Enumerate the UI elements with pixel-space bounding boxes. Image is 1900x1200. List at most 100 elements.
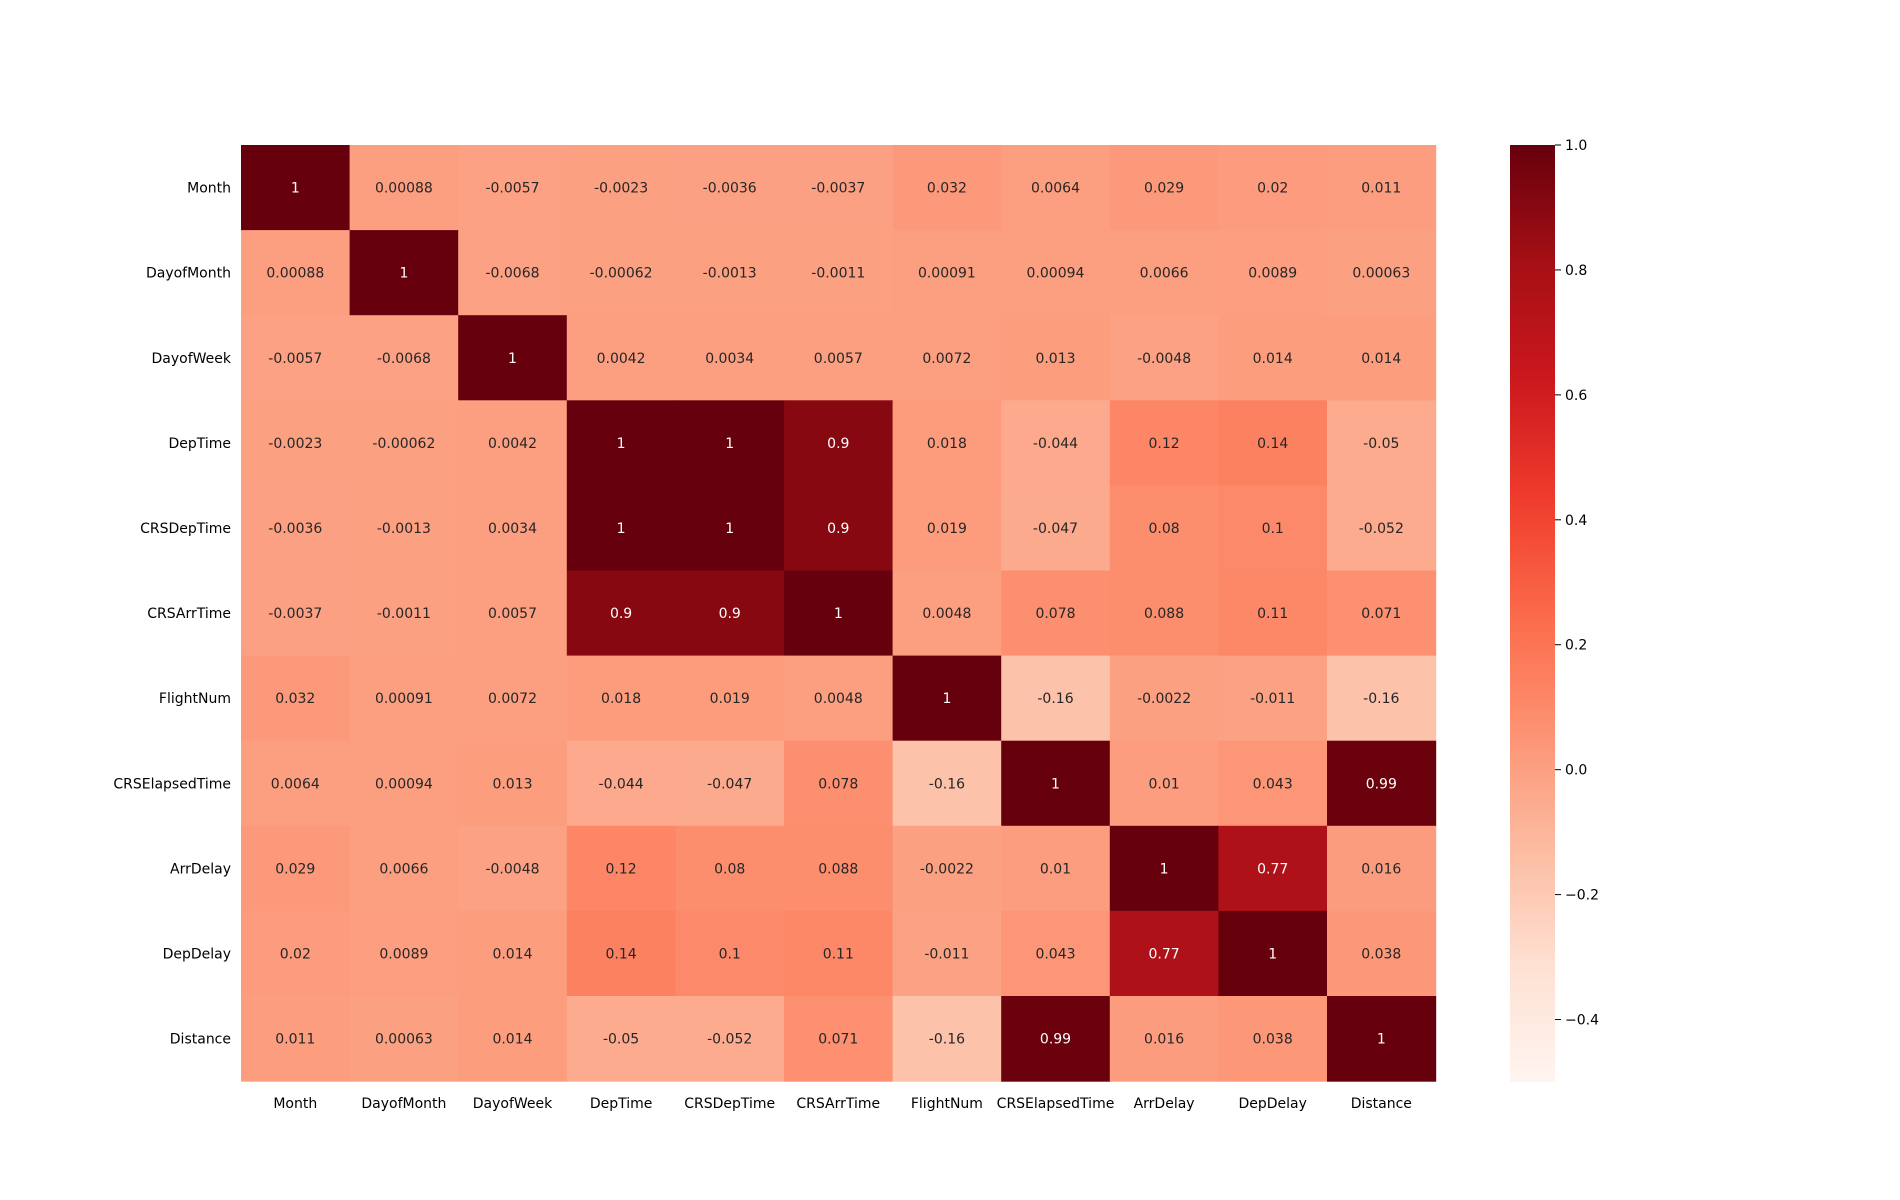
x-tick-label-DepTime: DepTime xyxy=(590,1096,653,1112)
heatmap-cell-Distance-CRSArrTime xyxy=(784,996,894,1082)
x-tick-label-CRSArrTime: CRSArrTime xyxy=(796,1096,880,1112)
heatmap-cell-FlightNum-DayofWeek xyxy=(458,655,568,742)
heatmap-cell-CRSElapsedTime-DayofWeek xyxy=(458,740,568,827)
heatmap-cell-CRSArrTime-DayofWeek xyxy=(458,570,568,657)
heatmap-cell-label: 0.032 xyxy=(275,691,315,707)
heatmap-cell-label: 0.078 xyxy=(818,776,858,792)
heatmap-cell-label: -0.0036 xyxy=(268,521,322,537)
heatmap-cell-label: -0.00062 xyxy=(372,436,435,452)
heatmap-cells xyxy=(241,145,1437,1082)
heatmap-cell-label: 0.08 xyxy=(714,861,745,877)
heatmap-cell-label: 0.02 xyxy=(280,946,311,962)
heatmap-cell-CRSDepTime-Month xyxy=(241,485,351,572)
heatmap-cell-DepDelay-DepDelay xyxy=(1218,910,1328,997)
heatmap-cell-CRSElapsedTime-ArrDelay xyxy=(1109,740,1219,827)
heatmap-cell-Distance-DayofMonth xyxy=(349,996,459,1082)
y-tick-label-ArrDelay: ArrDelay xyxy=(170,861,231,877)
heatmap-cell-CRSArrTime-Distance xyxy=(1327,570,1437,657)
heatmap-cell-label: 0.9 xyxy=(827,521,849,537)
y-tick-label-DayofWeek: DayofWeek xyxy=(152,351,232,367)
heatmap-cell-DayofMonth-DayofWeek xyxy=(458,230,568,316)
heatmap-cell-label: 0.9 xyxy=(827,436,849,452)
heatmap-cell-DayofMonth-Month xyxy=(241,230,351,316)
heatmap-cell-Month-FlightNum xyxy=(892,145,1002,231)
heatmap-cell-CRSElapsedTime-CRSElapsedTime xyxy=(1001,740,1111,827)
heatmap-cell-label: 0.0089 xyxy=(379,946,428,962)
heatmap-cell-label: 0.0042 xyxy=(488,436,537,452)
heatmap-cell-label: 0.013 xyxy=(492,776,532,792)
heatmap-cell-label: -0.0023 xyxy=(594,181,648,197)
heatmap-cell-ArrDelay-DepTime xyxy=(566,825,676,912)
heatmap-cell-DepTime-FlightNum xyxy=(892,400,1002,486)
heatmap-cell-label: -0.052 xyxy=(707,1032,752,1048)
heatmap-cell-Month-DepTime xyxy=(566,145,676,231)
heatmap-cell-DayofMonth-DepTime xyxy=(566,230,676,316)
heatmap-cell-DepTime-Month xyxy=(241,400,351,486)
heatmap-cell-label: -0.00062 xyxy=(590,266,653,282)
heatmap-cell-Month-CRSDepTime xyxy=(675,145,785,231)
heatmap-cell-label: 0.00094 xyxy=(1027,266,1085,282)
heatmap-cell-label: 0.0072 xyxy=(922,351,971,367)
heatmap-cell-DayofMonth-FlightNum xyxy=(892,230,1002,316)
colorbar-gradient xyxy=(1510,145,1555,1082)
heatmap-cell-DepTime-DayofMonth xyxy=(349,400,459,486)
heatmap-cell-DepTime-DayofWeek xyxy=(458,400,568,486)
heatmap-cell-label: -0.047 xyxy=(1033,521,1078,537)
heatmap-cell-FlightNum-CRSDepTime xyxy=(675,655,785,742)
x-axis-tick-labels: Month DayofMonth DayofWeek DepTime CRSDepTim… xyxy=(273,1096,1412,1112)
heatmap-cell-CRSArrTime-CRSElapsedTime xyxy=(1001,570,1111,657)
heatmap-cell-DepTime-CRSArrTime xyxy=(784,400,894,486)
heatmap-cell-DepTime-DepTime xyxy=(566,400,676,486)
colorbar-tick-label: −0.4 xyxy=(1565,1013,1599,1029)
heatmap-cell-Distance-ArrDelay xyxy=(1109,996,1219,1082)
heatmap-cell-label: 1 xyxy=(725,436,734,452)
heatmap-cell-Month-DepDelay xyxy=(1218,145,1328,231)
heatmap-cell-label: 0.0064 xyxy=(1031,181,1080,197)
heatmap-cell-label: -0.05 xyxy=(1363,436,1399,452)
heatmap-cell-DayofWeek-ArrDelay xyxy=(1109,315,1219,401)
x-tick-label-CRSDepTime: CRSDepTime xyxy=(684,1096,775,1112)
heatmap-cell-DepDelay-FlightNum xyxy=(892,910,1002,997)
heatmap-cell-ArrDelay-DayofWeek xyxy=(458,825,568,912)
heatmap-cell-label: 0.011 xyxy=(1361,181,1401,197)
heatmap-cell-label: 0.0089 xyxy=(1248,266,1297,282)
heatmap-cell-label: -0.0011 xyxy=(811,266,865,282)
heatmap-cell-DepDelay-CRSDepTime xyxy=(675,910,785,997)
heatmap-cell-DepDelay-ArrDelay xyxy=(1109,910,1219,997)
heatmap-cell-label: 0.014 xyxy=(492,946,532,962)
heatmap-cell-label: -0.0022 xyxy=(1137,691,1191,707)
heatmap-cell-CRSDepTime-DayofMonth xyxy=(349,485,459,572)
heatmap-cell-DepDelay-Month xyxy=(241,910,351,997)
heatmap-cell-FlightNum-Distance xyxy=(1327,655,1437,742)
heatmap-cell-label: 1 xyxy=(1377,1032,1386,1048)
heatmap-cell-CRSArrTime-Month xyxy=(241,570,351,657)
heatmap-cell-CRSDepTime-Distance xyxy=(1327,485,1437,572)
heatmap-cell-label: -0.0037 xyxy=(811,181,865,197)
heatmap-cell-DayofWeek-DepDelay xyxy=(1218,315,1328,401)
heatmap-cell-Distance-CRSDepTime xyxy=(675,996,785,1082)
heatmap-cell-Month-DayofMonth xyxy=(349,145,459,231)
heatmap-cell-DayofMonth-ArrDelay xyxy=(1109,230,1219,316)
heatmap-cell-ArrDelay-FlightNum xyxy=(892,825,1002,912)
heatmap-cell-label: -0.0011 xyxy=(377,606,431,622)
heatmap-cell-label: 0.77 xyxy=(1149,946,1180,962)
colorbar-ticks: 1.0 0.8 0.6 0.4 0.2 0.0 −0.2 −0.4 xyxy=(1555,138,1599,1029)
y-tick-label-DepDelay: DepDelay xyxy=(163,946,231,962)
heatmap-cell-Month-Distance xyxy=(1327,145,1437,231)
heatmap-cell-CRSElapsedTime-Month xyxy=(241,740,351,827)
heatmap-cell-label: -0.0048 xyxy=(485,861,539,877)
colorbar-tick-label: 0.4 xyxy=(1565,513,1587,529)
x-tick-label-Distance: Distance xyxy=(1351,1096,1412,1112)
heatmap-cell-label: -0.047 xyxy=(707,776,752,792)
heatmap-cell-label: 0.14 xyxy=(1257,436,1288,452)
y-tick-label-DepTime: DepTime xyxy=(168,436,231,452)
heatmap-cell-label: 0.043 xyxy=(1253,776,1293,792)
heatmap-cell-CRSArrTime-DayofMonth xyxy=(349,570,459,657)
colorbar-tick-label: 0.8 xyxy=(1565,263,1587,279)
heatmap-cell-CRSArrTime-FlightNum xyxy=(892,570,1002,657)
heatmap-cell-DepTime-CRSElapsedTime xyxy=(1001,400,1111,486)
heatmap-cell-label: -0.0057 xyxy=(485,181,539,197)
heatmap-cell-label: -0.16 xyxy=(929,776,965,792)
heatmap-cell-label: 0.11 xyxy=(1257,606,1288,622)
